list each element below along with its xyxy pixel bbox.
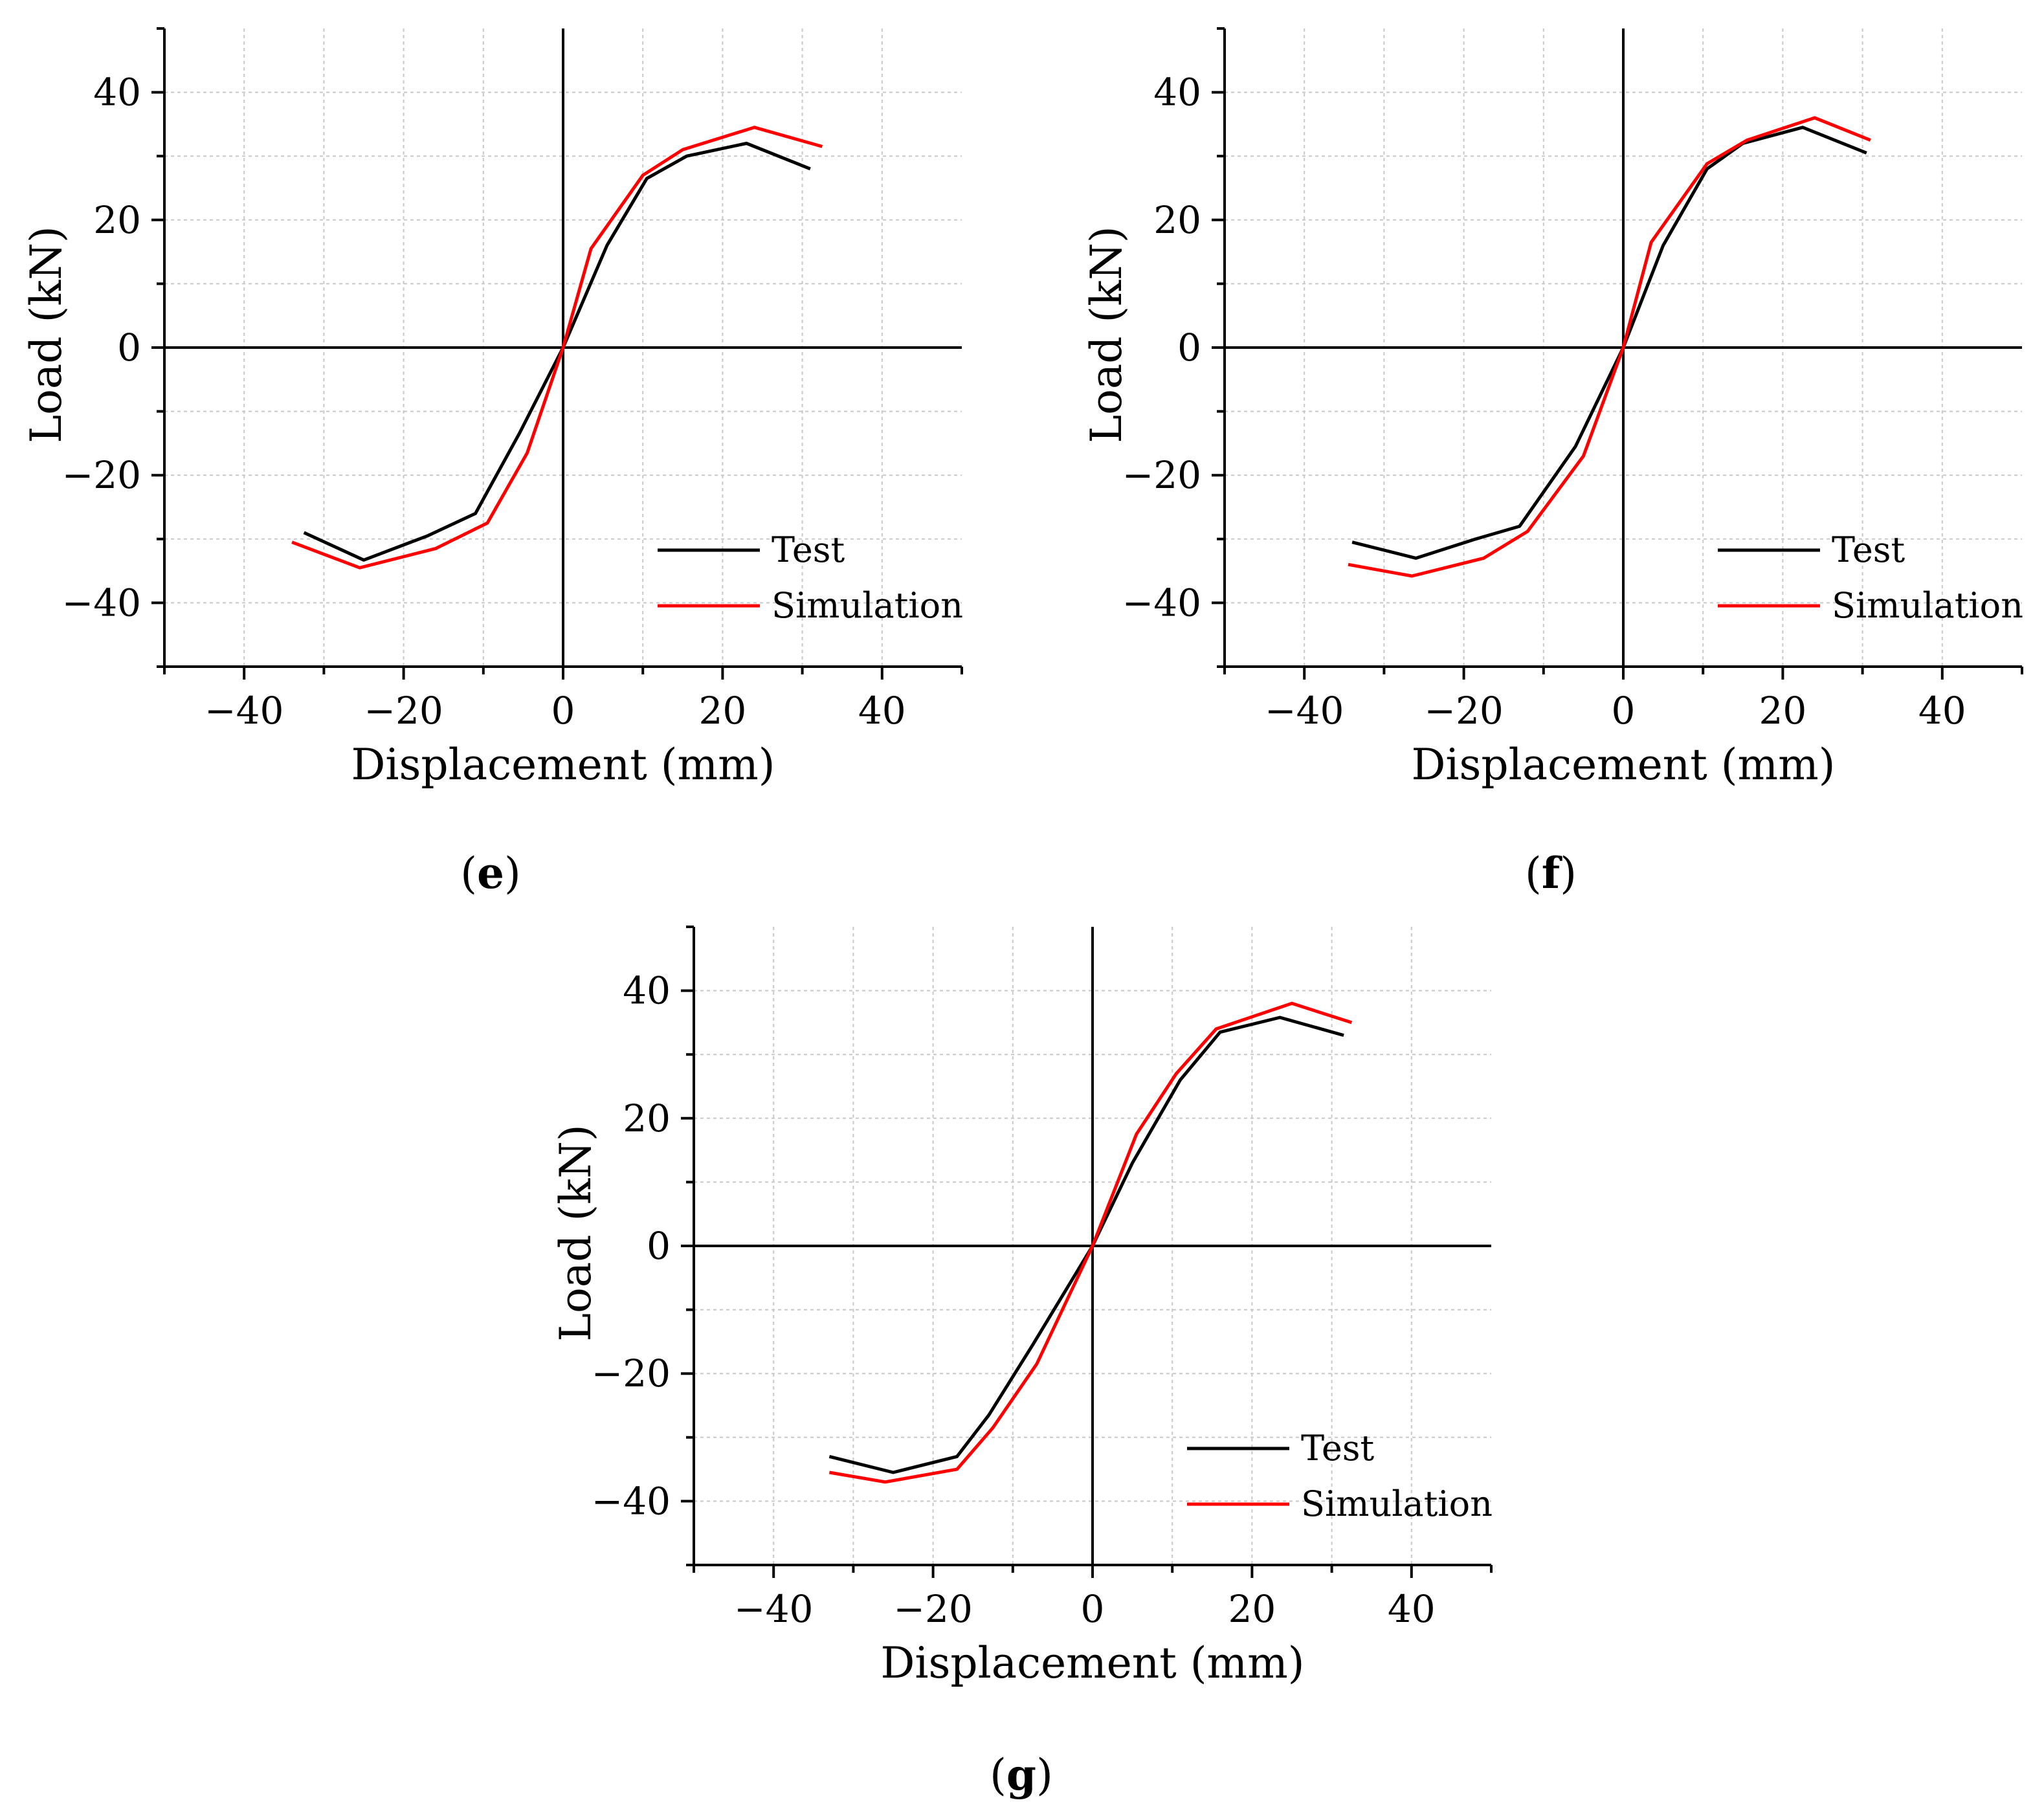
series-line-simulation (291, 126, 823, 570)
chart-panel-g: −40 −20 0 20 40 −40 −20 0 20 40 Displacement (mm) L… (551, 926, 1493, 1800)
series-line-test (303, 142, 811, 562)
y-tick-label: −40 (1122, 581, 1201, 625)
y-tick-label: 0 (647, 1224, 671, 1268)
y-axis-title: Load (kN) (21, 226, 71, 443)
x-tick-label: 0 (1081, 1587, 1105, 1631)
x-tick-label: −20 (1424, 689, 1503, 733)
legend-label-simulation: Simulation (772, 585, 963, 626)
panel-letter: e (477, 848, 504, 898)
x-tick-label: −20 (364, 689, 443, 733)
series-line-test (1351, 126, 1867, 560)
y-tick-label: −40 (62, 581, 141, 625)
legend-label-simulation: Simulation (1301, 1483, 1493, 1524)
x-axis-title: Displacement (mm) (881, 1638, 1305, 1688)
legend-label-test: Test (1301, 1428, 1374, 1469)
x-tick-label: 20 (1228, 1587, 1276, 1631)
y-tick-label: 0 (117, 326, 141, 370)
y-tick-label: −20 (1122, 453, 1201, 497)
x-axis-title: Displacement (mm) (1412, 740, 1836, 790)
x-tick-label: 20 (698, 689, 746, 733)
panel-label: (g) (990, 1749, 1053, 1800)
panel-letter: g (1006, 1749, 1036, 1800)
y-tick-label: 0 (1177, 326, 1201, 370)
legend-label-simulation: Simulation (1832, 585, 2023, 626)
legend-label-test: Test (772, 529, 845, 570)
y-tick-label: 40 (623, 969, 671, 1013)
y-tick-label: −20 (592, 1351, 671, 1395)
panel-letter: f (1542, 848, 1562, 898)
chart-panel-e: −40 −20 0 20 40 −40 −20 0 20 40 Displacement (mm) L… (21, 27, 963, 898)
y-tick-label: −40 (592, 1479, 671, 1523)
x-tick-label: −40 (734, 1587, 813, 1631)
panel-label: (f) (1525, 848, 1577, 898)
series-line-simulation (828, 1001, 1353, 1484)
x-tick-label: 40 (858, 689, 906, 733)
x-tick-label: 40 (1918, 689, 1966, 733)
y-axis-title: Load (kN) (551, 1124, 601, 1341)
y-tick-label: 20 (93, 198, 141, 242)
y-tick-label: 40 (1153, 71, 1201, 115)
y-tick-label: 20 (623, 1096, 671, 1140)
y-tick-label: 20 (1153, 198, 1201, 242)
series-line-simulation (1348, 116, 1871, 578)
x-tick-label: −40 (205, 689, 283, 733)
x-tick-label: 0 (551, 689, 575, 733)
x-tick-label: 40 (1388, 1587, 1436, 1631)
x-tick-label: 0 (1612, 689, 1636, 733)
y-axis-title: Load (kN) (1082, 226, 1131, 443)
chart-panel-f: −40 −20 0 20 40 −40 −20 0 20 40 Displacement (mm) L… (1082, 27, 2023, 898)
x-tick-label: −40 (1265, 689, 1344, 733)
x-tick-label: −20 (893, 1587, 972, 1631)
panel-label: (e) (460, 848, 521, 898)
legend-label-test: Test (1832, 529, 1905, 570)
y-tick-label: 40 (93, 71, 141, 115)
x-axis-title: Displacement (mm) (351, 740, 775, 790)
x-tick-label: 20 (1759, 689, 1806, 733)
y-tick-label: −20 (62, 453, 141, 497)
